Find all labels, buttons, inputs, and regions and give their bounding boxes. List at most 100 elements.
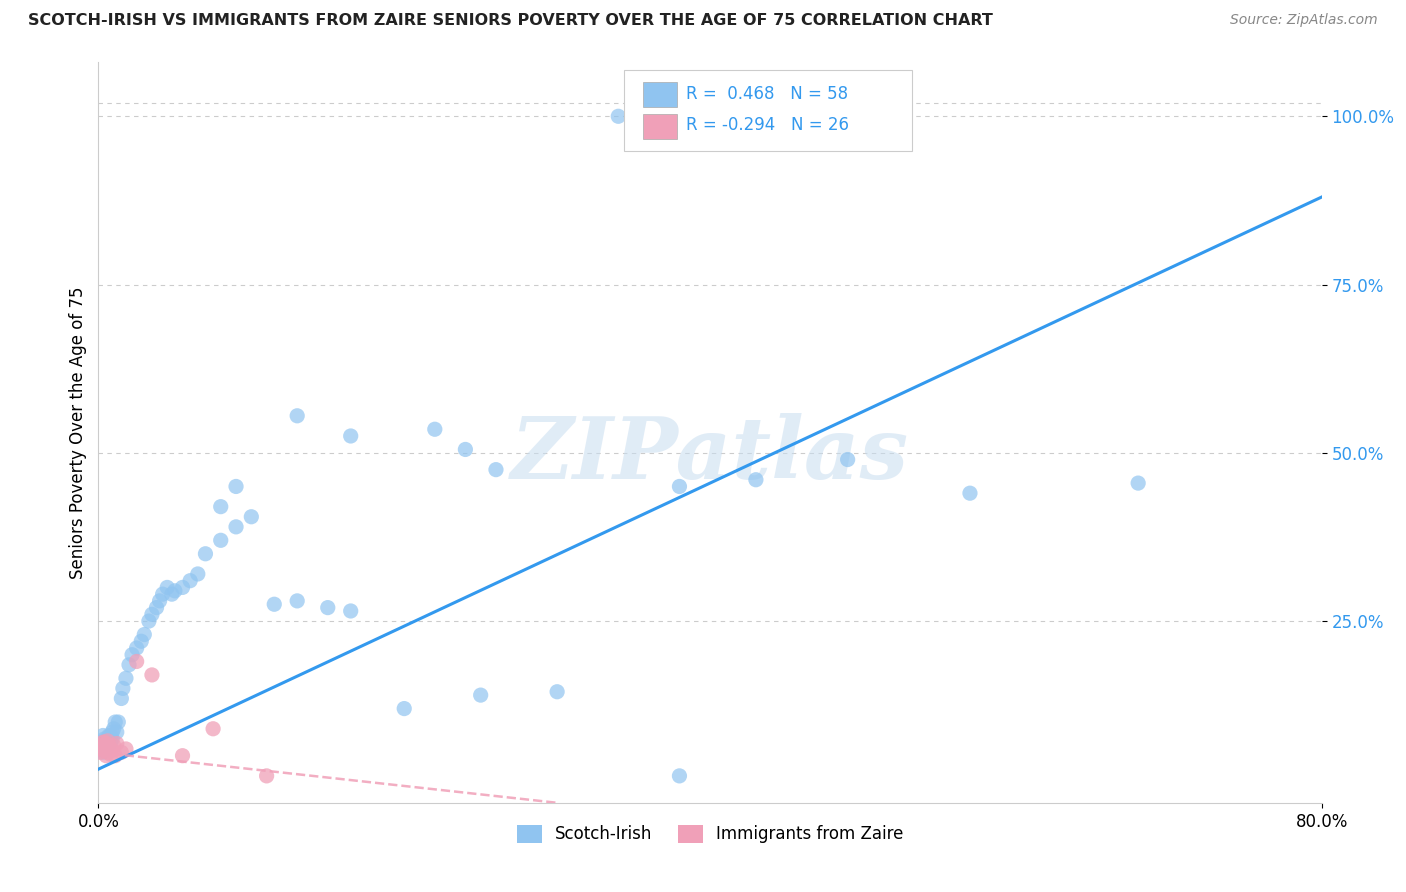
Point (97, 739, 120, 753)
Point (546, 685, 568, 699)
Point (101, 743, 124, 757)
Point (187, 566, 209, 581)
Point (285, 594, 308, 608)
Point (156, 581, 179, 595)
Text: ZIPatlas: ZIPatlas (510, 413, 910, 497)
Point (103, 739, 125, 753)
Point (104, 748, 127, 763)
Point (423, 422, 446, 436)
Point (97, 734, 120, 748)
Point (339, 429, 361, 443)
Point (129, 634, 152, 648)
Point (645, 109, 668, 123)
Point (94, 748, 117, 763)
Point (110, 691, 132, 706)
Point (202, 722, 225, 736)
Point (141, 607, 163, 622)
Point (94, 737, 117, 751)
Point (392, 701, 416, 715)
Point (91, 745, 114, 759)
FancyBboxPatch shape (643, 114, 678, 138)
Point (90, 735, 112, 749)
Point (141, 668, 163, 682)
Point (98, 739, 121, 753)
Point (160, 587, 183, 601)
Point (194, 547, 217, 561)
Point (745, 473, 768, 487)
Point (98, 729, 121, 743)
Point (152, 587, 174, 601)
Point (316, 600, 339, 615)
Point (107, 714, 129, 729)
Point (97, 745, 120, 759)
Point (454, 442, 477, 457)
Point (93, 742, 115, 756)
Point (97, 731, 120, 746)
Point (225, 479, 247, 493)
Point (103, 722, 125, 736)
Text: Source: ZipAtlas.com: Source: ZipAtlas.com (1230, 13, 1378, 28)
Point (209, 533, 232, 548)
Point (110, 745, 132, 759)
Point (179, 574, 201, 588)
Point (93, 735, 115, 749)
Point (100, 747, 122, 762)
Point (94, 742, 117, 756)
Point (607, 109, 630, 123)
Point (285, 409, 308, 423)
Point (100, 742, 122, 756)
Point (89, 745, 111, 759)
Point (470, 688, 492, 702)
Point (125, 655, 148, 669)
Point (90, 742, 112, 756)
Point (121, 648, 143, 662)
Point (837, 452, 859, 467)
Point (134, 627, 156, 641)
Point (105, 725, 128, 739)
Point (138, 614, 160, 628)
FancyBboxPatch shape (643, 82, 678, 107)
Y-axis label: Seniors Poverty Over the Age of 75: Seniors Poverty Over the Age of 75 (69, 286, 87, 579)
Point (91, 729, 114, 743)
Point (149, 594, 172, 608)
Point (100, 729, 122, 743)
Point (118, 657, 141, 672)
Point (1128, 476, 1150, 491)
Point (90, 742, 112, 756)
Legend: Scotch-Irish, Immigrants from Zaire: Scotch-Irish, Immigrants from Zaire (510, 818, 910, 850)
Point (485, 462, 508, 476)
Point (209, 500, 232, 514)
Point (339, 604, 361, 618)
Point (98, 743, 121, 757)
Point (172, 581, 194, 595)
Point (225, 520, 247, 534)
FancyBboxPatch shape (624, 70, 912, 152)
Point (240, 509, 263, 524)
Point (91, 735, 114, 749)
Point (93, 731, 115, 746)
Point (959, 486, 981, 500)
Point (163, 583, 186, 598)
Point (91, 743, 114, 757)
Text: R =  0.468   N = 58: R = 0.468 N = 58 (686, 86, 848, 103)
Point (90, 739, 112, 753)
Point (668, 769, 690, 783)
Point (100, 735, 122, 749)
Point (145, 600, 167, 615)
Point (104, 714, 127, 729)
Point (668, 479, 690, 493)
Point (111, 681, 134, 696)
Point (93, 740, 115, 755)
Point (115, 742, 138, 756)
Point (263, 597, 285, 611)
Point (101, 731, 124, 746)
Point (256, 769, 278, 783)
Point (101, 725, 124, 739)
Point (676, 109, 699, 123)
Point (125, 640, 148, 655)
Text: R = -0.294   N = 26: R = -0.294 N = 26 (686, 116, 849, 135)
Point (105, 737, 128, 751)
Point (98, 737, 121, 751)
Point (94, 737, 117, 751)
Text: SCOTCH-IRISH VS IMMIGRANTS FROM ZAIRE SENIORS POVERTY OVER THE AGE OF 75 CORRELA: SCOTCH-IRISH VS IMMIGRANTS FROM ZAIRE SE… (28, 13, 993, 29)
